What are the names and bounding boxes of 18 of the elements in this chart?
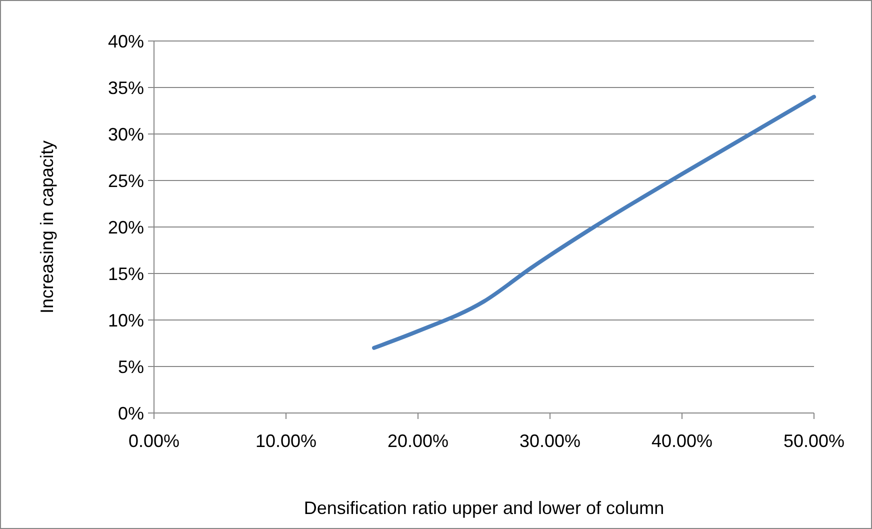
y-axis-title: Increasing in capacity [37, 140, 57, 314]
x-tick-label: 50.00% [783, 431, 845, 451]
x-tick-label: 40.00% [651, 431, 713, 451]
y-tick-label: 15% [108, 264, 144, 284]
y-tick-label: 5% [118, 356, 144, 377]
x-tick-label: 0.00% [128, 431, 180, 451]
x-tick-label: 10.00% [255, 431, 317, 451]
x-tick-label: 30.00% [519, 431, 581, 451]
y-tick-label: 25% [108, 170, 144, 191]
y-tick-label: 20% [108, 217, 144, 238]
x-axis-title: Densification ratio upper and lower of column [304, 498, 664, 518]
y-tick-label: 0% [118, 403, 144, 424]
line-series [372, 94, 816, 350]
y-tick-label: 30% [108, 124, 144, 144]
y-tick-label: 10% [108, 310, 144, 330]
y-tick-label: 40% [108, 31, 144, 52]
x-tick-label: 20.00% [387, 431, 449, 451]
y-tick-label: 35% [108, 78, 144, 98]
